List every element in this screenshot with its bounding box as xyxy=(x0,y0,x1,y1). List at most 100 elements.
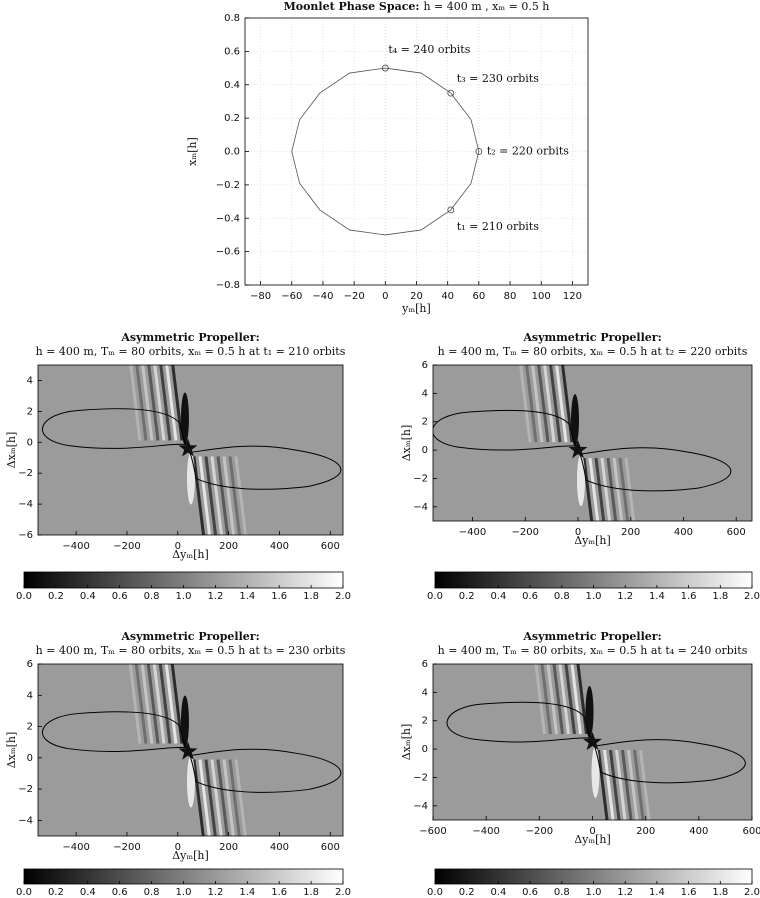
x-axis-label: Δyₘ[h] xyxy=(172,849,209,862)
chart-subtitle: h = 400 m, Tₘ = 80 orbits, xₘ = 0.5 h at… xyxy=(438,644,748,657)
wake-stripe xyxy=(128,664,142,744)
plot-frame xyxy=(37,663,344,837)
x-tick-label: −80 xyxy=(250,291,271,302)
wake-stripe xyxy=(609,749,621,820)
x-tick-label: 80 xyxy=(504,291,517,302)
colorbar-tick-label: 0.2 xyxy=(48,887,64,898)
wake-stripe xyxy=(534,664,546,735)
y-axis-label: Δxₘ[h] xyxy=(5,732,18,769)
y-tick-label: 0 xyxy=(27,753,33,764)
chart-title: Asymmetric Propeller: xyxy=(522,630,661,643)
y-tick-label: −0.4 xyxy=(216,213,240,224)
y-tick-label: 4 xyxy=(422,388,428,399)
x-tick-label: 600 xyxy=(321,842,340,853)
wake-stripe xyxy=(549,365,562,443)
wake-stripe xyxy=(164,664,178,744)
wake-stripe xyxy=(552,664,564,735)
wake-stripe xyxy=(141,365,154,441)
colorbar-tick-label: 0.8 xyxy=(554,887,570,898)
wake-stripe xyxy=(204,456,218,535)
wake-stripe xyxy=(558,664,570,735)
x-axis-label: Δyₘ[h] xyxy=(574,833,611,846)
x-tick-label: 200 xyxy=(219,541,238,552)
y-tick-label: −2 xyxy=(18,468,33,479)
y-tick-label: −0.8 xyxy=(216,280,240,291)
wake-stripe xyxy=(531,365,544,443)
map-background xyxy=(433,365,752,521)
x-tick-label: 40 xyxy=(441,291,454,302)
y-tick-label: 4 xyxy=(27,690,33,701)
contour xyxy=(433,409,577,451)
colorbar-tick-label: 0.4 xyxy=(80,591,96,602)
contour xyxy=(446,701,591,743)
colorbar-tick-label: 1.0 xyxy=(586,887,602,898)
x-tick-label: 400 xyxy=(674,527,693,538)
y-tick-label: 6 xyxy=(27,659,33,670)
x-tick-label: 0 xyxy=(589,826,595,837)
colorbar-tick-label: 0.8 xyxy=(554,591,570,602)
wake-stripe xyxy=(134,664,148,744)
contour xyxy=(579,447,732,492)
wake-stripe xyxy=(234,759,247,836)
wake-stripe xyxy=(537,365,550,443)
gap-band xyxy=(186,755,195,808)
wake-stripe xyxy=(228,759,241,836)
wake-stripe xyxy=(216,456,230,535)
wake-stripe xyxy=(210,456,224,535)
gap-band xyxy=(585,686,594,738)
chart-title: Asymmetric Propeller: xyxy=(522,331,661,344)
time-marker xyxy=(475,148,483,155)
chart-title: Moonlet Phase Space: h = 400 m , xₘ = 0.5… xyxy=(284,0,550,13)
y-axis-label: xₘ[h] xyxy=(186,137,199,166)
x-axis-label: yₘ[h] xyxy=(401,302,431,315)
title-main: Moonlet Phase Space: xyxy=(284,0,420,13)
wake-stripe xyxy=(228,456,242,535)
y-tick-label: 0.0 xyxy=(224,147,240,158)
x-tick-label: −200 xyxy=(526,826,553,837)
plot-frame xyxy=(432,364,753,522)
wake-stripe xyxy=(606,457,618,521)
colorbar-tick-label: 1.8 xyxy=(712,887,728,898)
x-tick-label: −40 xyxy=(312,291,333,302)
y-tick-label: −2 xyxy=(413,473,428,484)
contour xyxy=(189,748,342,793)
colorbar-tick-label: 1.2 xyxy=(207,887,223,898)
wake-stripe xyxy=(159,365,172,441)
wake-stripe xyxy=(152,664,166,744)
colorbar-tick-label: 0.6 xyxy=(112,591,128,602)
x-tick-label: −600 xyxy=(419,826,446,837)
wake-stripe xyxy=(594,457,606,521)
plot-frame xyxy=(37,364,344,536)
x-tick-label: 600 xyxy=(742,826,760,837)
y-tick-label: 2 xyxy=(27,722,33,733)
x-tick-label: 200 xyxy=(621,527,640,538)
wake-stripe xyxy=(519,365,532,443)
colorbar-tick-label: 0.4 xyxy=(80,887,96,898)
wake-stripe xyxy=(147,365,160,441)
y-tick-label: 0.8 xyxy=(224,13,240,24)
wake-stripe xyxy=(639,749,651,820)
colorbar-tick-label: 0.2 xyxy=(459,591,475,602)
x-tick-label: 400 xyxy=(270,842,289,853)
wake-stripe xyxy=(234,456,248,535)
x-tick-label: 20 xyxy=(410,291,423,302)
y-tick-label: 0 xyxy=(422,445,428,456)
colorbar-tick-label: 1.6 xyxy=(271,591,287,602)
wake-stripe xyxy=(603,749,615,820)
marker-annotation: t₂ = 220 orbits xyxy=(487,145,569,158)
moonlet-star xyxy=(178,741,198,760)
x-tick-label: 600 xyxy=(321,541,340,552)
y-tick-label: −6 xyxy=(18,530,33,541)
y-tick-label: 4 xyxy=(27,375,33,386)
x-tick-label: 0 xyxy=(175,842,181,853)
colorbar-tick-label: 2.0 xyxy=(335,887,351,898)
wake-stripe xyxy=(171,365,184,441)
x-tick-label: −200 xyxy=(512,527,539,538)
colorbar-tick-label: 1.6 xyxy=(271,887,287,898)
wake-stripe xyxy=(633,749,645,820)
wake-stripe xyxy=(600,457,612,521)
wake-stripe xyxy=(140,664,154,744)
wake-stripe xyxy=(170,664,184,744)
time-marker xyxy=(447,206,455,214)
gap-band xyxy=(180,695,189,748)
